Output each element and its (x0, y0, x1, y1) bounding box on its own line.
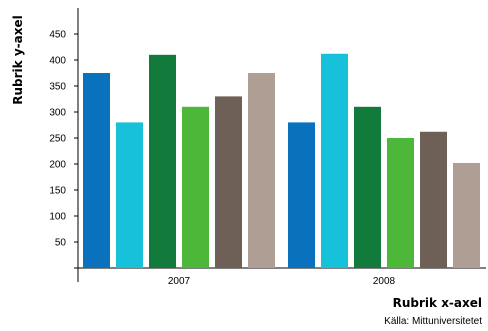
x-tick-label: 2008 (373, 276, 396, 287)
source-note: Källa: Mittuniversitetet (384, 316, 482, 327)
x-tick-label: 2007 (168, 276, 191, 287)
y-axis-title: Rubrik y-axel (11, 15, 25, 104)
bar (420, 131, 447, 268)
bar (149, 54, 176, 268)
bar (182, 106, 209, 268)
bar (248, 73, 275, 268)
y-tick-label: 450 (49, 30, 66, 41)
bar (288, 122, 315, 269)
bar (321, 53, 348, 269)
bar (83, 73, 110, 268)
bar (453, 162, 480, 268)
y-tick-label: 200 (49, 160, 66, 171)
y-tick-label: 150 (49, 186, 66, 197)
y-tick-label: 400 (49, 56, 66, 67)
bars (83, 53, 480, 269)
bar (354, 106, 381, 268)
x-axis-title: Rubrik x-axel (392, 296, 482, 310)
y-tick-label: 100 (49, 212, 66, 223)
bar (387, 138, 414, 268)
y-tick-label: 300 (49, 108, 66, 119)
bar (116, 122, 143, 269)
bar (215, 96, 242, 269)
y-tick-label: 50 (55, 238, 67, 249)
y-tick-label: 350 (49, 82, 66, 93)
y-tick-label: 250 (49, 134, 66, 145)
axis-labels: 50 100 150 200 250 300 350 400 450 2007 2008 (49, 30, 395, 288)
